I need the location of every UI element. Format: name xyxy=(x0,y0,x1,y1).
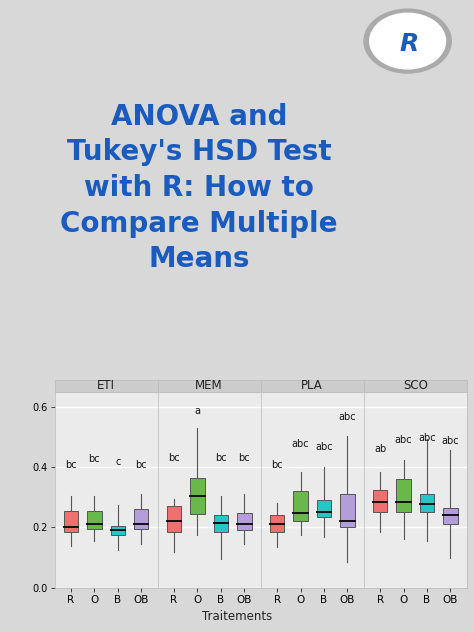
Text: bc: bc xyxy=(136,460,147,470)
Bar xyxy=(420,494,434,512)
Bar xyxy=(396,478,411,512)
Bar xyxy=(270,516,284,532)
Text: bc: bc xyxy=(215,453,227,463)
FancyBboxPatch shape xyxy=(364,380,467,392)
Text: bc: bc xyxy=(238,453,250,463)
Bar xyxy=(214,516,228,532)
Bar xyxy=(64,511,78,532)
Text: MEM: MEM xyxy=(195,379,223,392)
Text: R: R xyxy=(400,32,419,56)
Text: bc: bc xyxy=(271,459,283,470)
FancyBboxPatch shape xyxy=(55,380,157,392)
Text: abc: abc xyxy=(315,442,333,452)
Text: ETI: ETI xyxy=(97,379,115,392)
Text: abc: abc xyxy=(292,439,310,449)
Bar xyxy=(190,478,205,514)
Text: Traitements: Traitements xyxy=(202,610,272,623)
Bar xyxy=(87,511,101,529)
Bar xyxy=(317,501,331,517)
Text: bc: bc xyxy=(168,453,180,463)
Text: a: a xyxy=(194,406,201,416)
Bar xyxy=(443,508,458,524)
Text: SCO: SCO xyxy=(403,379,428,392)
Bar xyxy=(134,509,148,529)
Text: PLA: PLA xyxy=(301,379,323,392)
Text: ab: ab xyxy=(374,444,386,454)
Bar xyxy=(373,490,387,512)
Text: bc: bc xyxy=(65,460,77,470)
Bar xyxy=(237,513,252,530)
Bar xyxy=(293,491,308,521)
Text: abc: abc xyxy=(442,436,459,446)
Bar xyxy=(167,506,181,532)
FancyBboxPatch shape xyxy=(157,380,261,392)
Bar xyxy=(110,526,125,535)
Circle shape xyxy=(364,9,451,73)
Text: c: c xyxy=(115,457,120,467)
Text: abc: abc xyxy=(338,412,356,422)
Bar xyxy=(340,494,355,528)
Circle shape xyxy=(370,13,446,69)
Text: bc: bc xyxy=(89,454,100,464)
Text: ANOVA and
Tukey's HSD Test
with R: How to
Compare Multiple
Means: ANOVA and Tukey's HSD Test with R: How t… xyxy=(60,102,338,274)
FancyBboxPatch shape xyxy=(261,380,364,392)
Text: abc: abc xyxy=(395,435,412,446)
Text: abc: abc xyxy=(418,433,436,443)
